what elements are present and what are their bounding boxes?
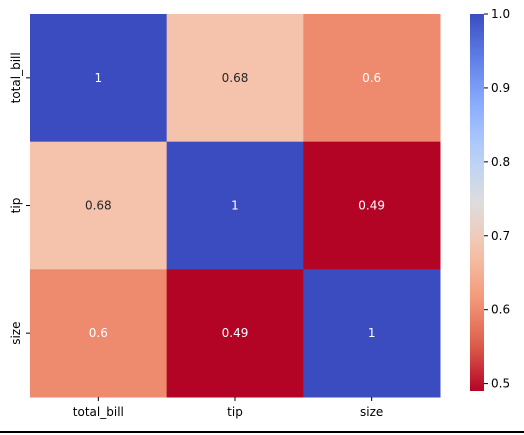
heatmap-annotations: 1 0.68 0.6 0.68 1 0.49 0.6 0.49 1 (85, 71, 385, 340)
x-tick-label: total_bill (73, 405, 124, 419)
heatmap-cell (303, 14, 441, 143)
colorbar-tick-label: 0.7 (491, 229, 510, 243)
heatmap-cell (30, 14, 168, 143)
colorbar-tick-label: 0.9 (491, 81, 510, 95)
colorbar-tick-label: 0.6 (491, 303, 510, 317)
cell-annotation: 1 (95, 71, 103, 85)
heatmap-cell (303, 141, 441, 270)
colorbar: 0.5 0.6 0.7 0.8 0.9 1.0 (470, 7, 510, 391)
colorbar-tick-label: 1.0 (491, 7, 510, 21)
heatmap-cell (166, 269, 304, 398)
cell-annotation: 0.6 (89, 326, 108, 340)
heatmap-cell (166, 141, 304, 270)
heatmap-cell (303, 269, 441, 398)
x-tick-label: size (360, 405, 383, 419)
y-tick-label: size (9, 322, 23, 345)
colorbar-tick-label: 0.5 (491, 377, 510, 391)
x-axis: total_bill tip size (73, 397, 383, 419)
y-tick-label: tip (9, 198, 23, 214)
heatmap-cell (30, 141, 168, 270)
cell-annotation: 0.49 (358, 199, 385, 213)
colorbar-gradient (470, 14, 484, 391)
heatmap-cells (30, 14, 441, 398)
bottom-border (0, 431, 524, 433)
heatmap-cell (166, 14, 304, 143)
cell-annotation: 0.49 (222, 326, 249, 340)
cell-annotation: 0.6 (362, 71, 381, 85)
cell-annotation: 1 (231, 199, 239, 213)
colorbar-tick-label: 0.8 (491, 155, 510, 169)
cell-annotation: 0.68 (222, 71, 249, 85)
heatmap-cell (30, 269, 168, 398)
cell-annotation: 1 (368, 326, 376, 340)
x-tick-label: tip (227, 405, 243, 419)
y-tick-label: total_bill (9, 52, 23, 103)
cell-annotation: 0.68 (85, 199, 112, 213)
